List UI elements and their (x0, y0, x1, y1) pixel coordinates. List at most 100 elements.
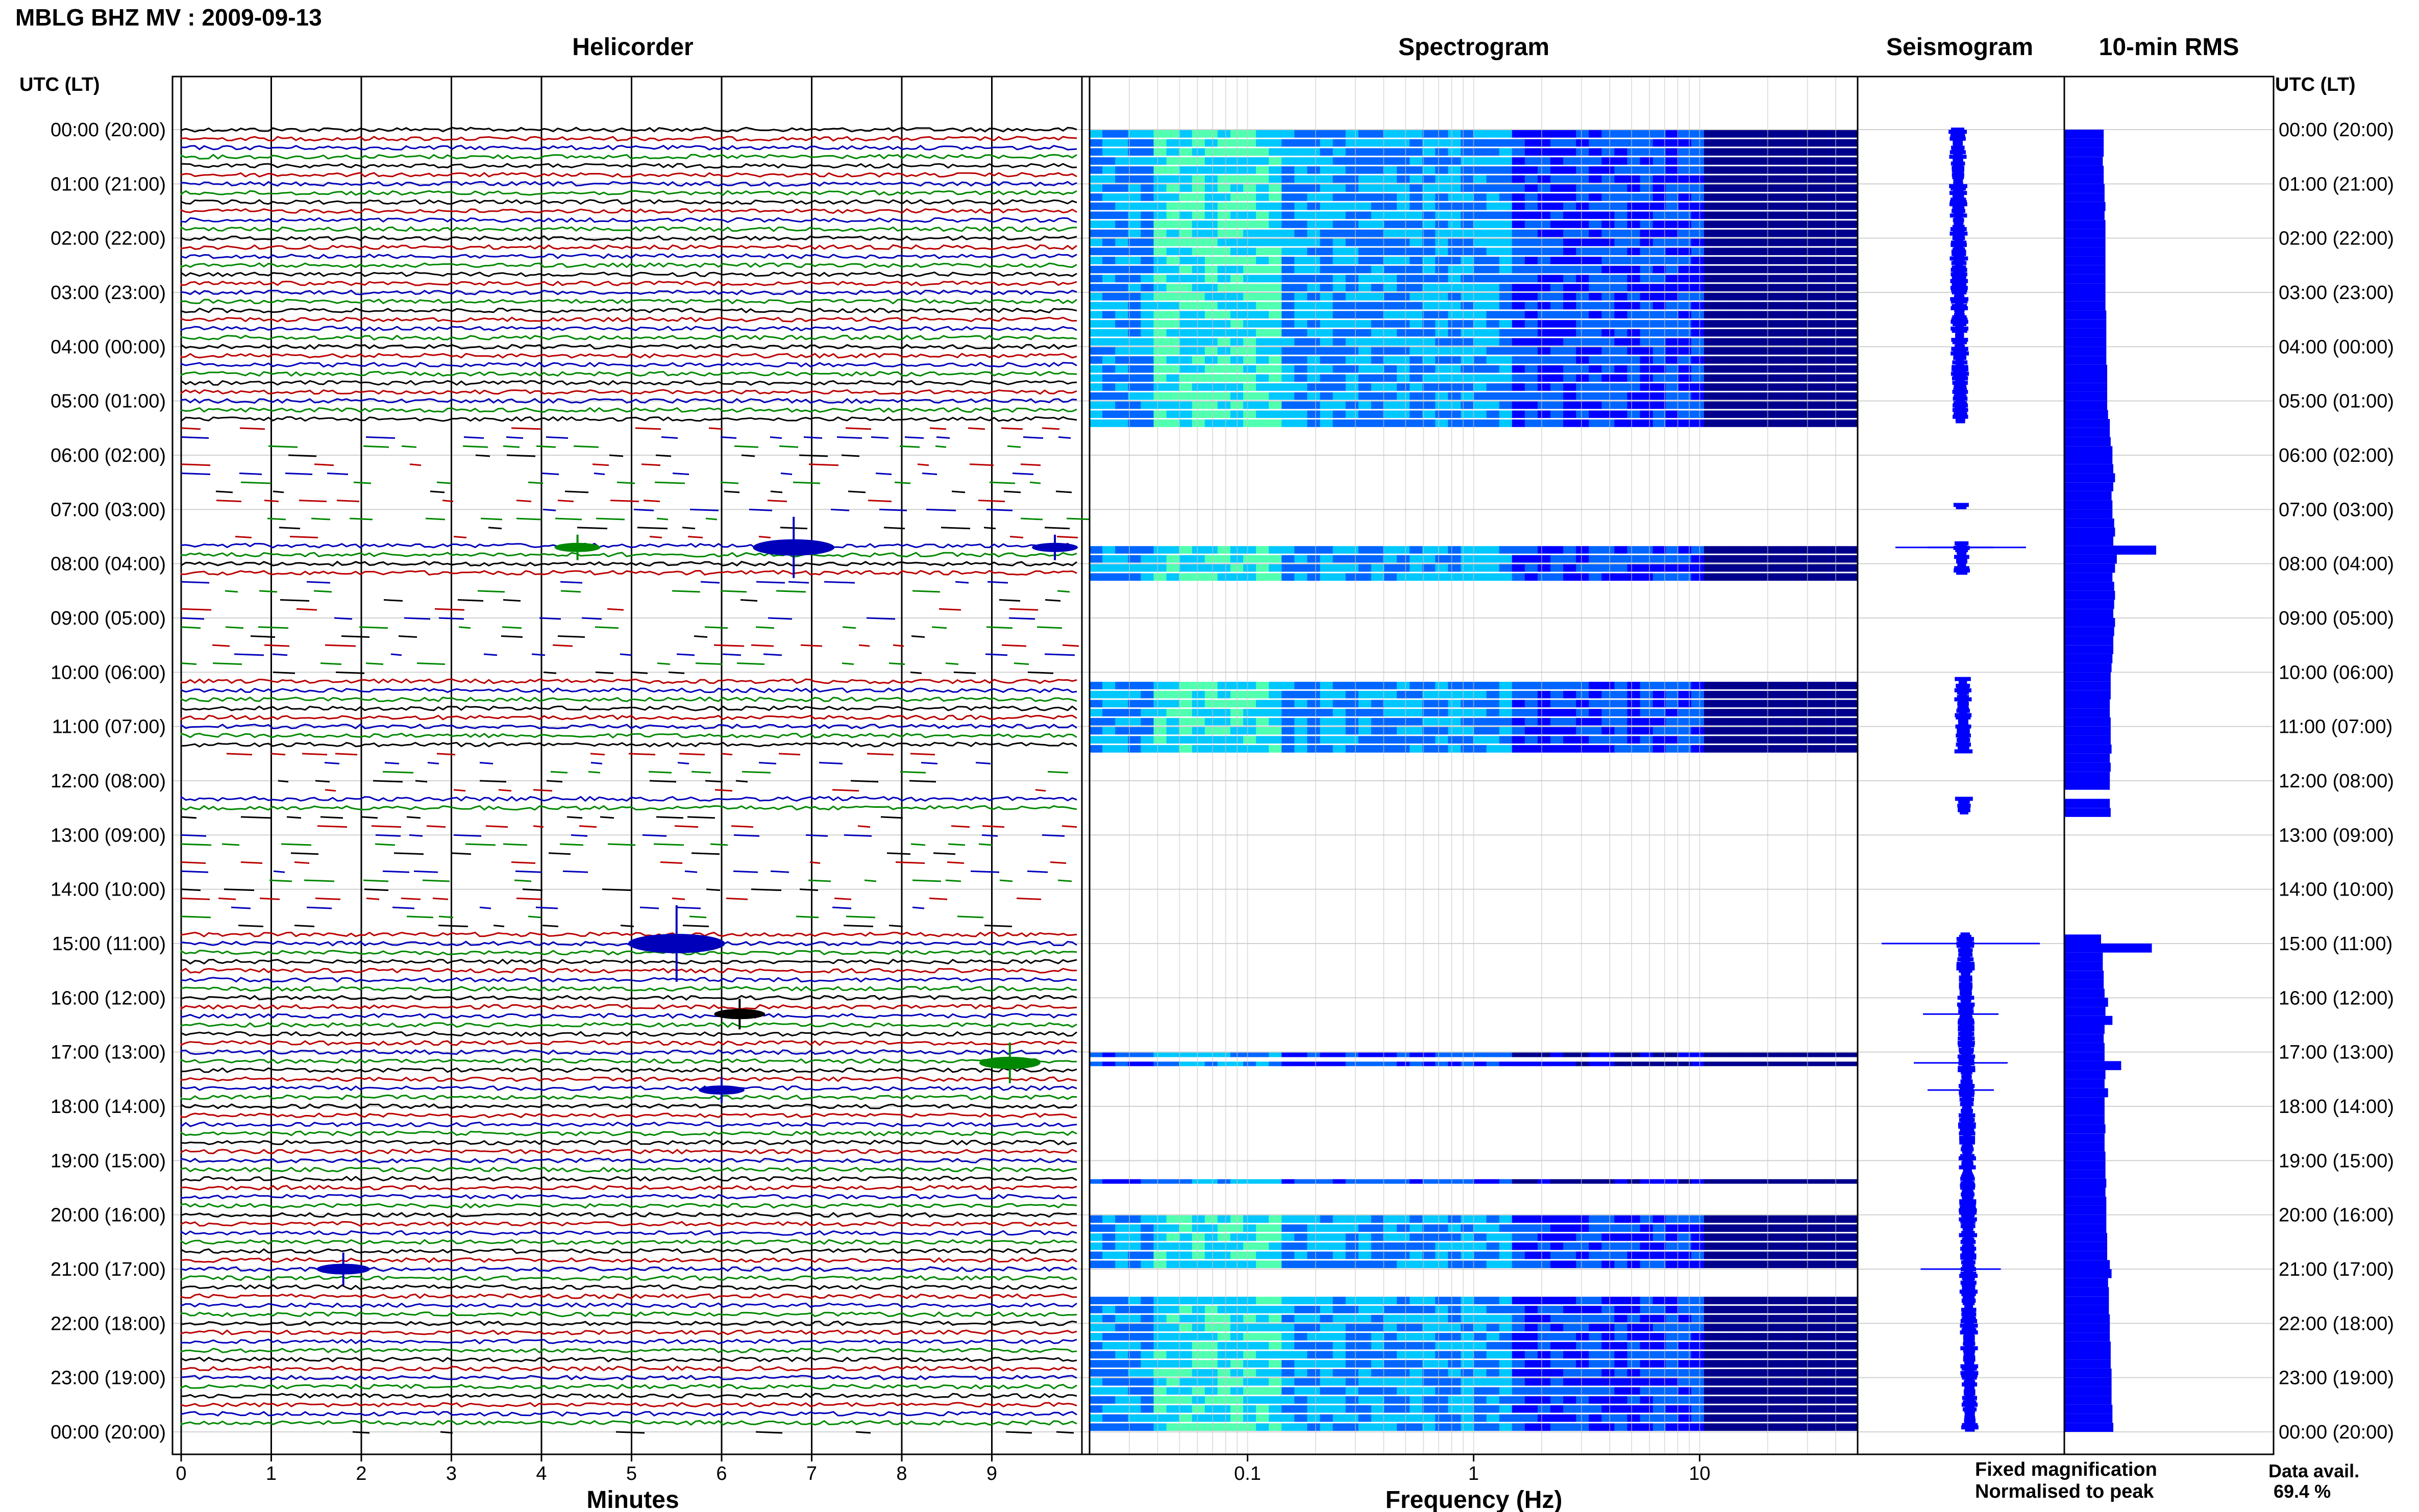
spectrogram-cell (1819, 365, 1833, 373)
spectrogram-cell (1179, 1315, 1193, 1323)
spectrogram-cell (1204, 275, 1218, 283)
spectrogram-cell (1524, 1224, 1538, 1232)
spectrogram-cell (1537, 690, 1551, 699)
spectrogram-cell (1550, 1387, 1564, 1395)
spectrogram-cell (1153, 727, 1167, 735)
spectrogram-cell (1486, 1378, 1500, 1386)
spectrogram-cell (1269, 736, 1282, 744)
spectrogram-cell (1704, 1324, 1717, 1331)
spectrogram-cell (1717, 727, 1730, 735)
spectrogram-cell (1512, 1242, 1525, 1250)
spectrogram-cell (1832, 1297, 1845, 1304)
spectrogram-cell (1256, 555, 1269, 563)
spectrogram-cell (1217, 419, 1231, 427)
spectrogram-cell (1537, 302, 1551, 310)
spectrogram-cell (1422, 1333, 1436, 1341)
spectrogram-cell (1102, 1179, 1116, 1184)
spectrogram-cell (1742, 139, 1756, 147)
spectrogram-cell (1550, 410, 1564, 418)
spectrogram-cell (1550, 1260, 1564, 1268)
spectrogram-cell (1179, 184, 1193, 192)
spectrogram-cell (1358, 284, 1372, 291)
spectrogram-cell (1090, 546, 1103, 554)
spectrogram-cell (1499, 1333, 1513, 1341)
spectrogram-cell (1832, 284, 1845, 291)
spectrogram-cell (1601, 546, 1615, 554)
spectrogram-cell (1652, 284, 1666, 291)
spectrogram-cell (1717, 302, 1730, 310)
spectrogram-cell (1486, 1405, 1500, 1413)
spectrogram-cell (1422, 356, 1436, 364)
spectrogram-cell (1141, 329, 1154, 337)
spectrogram-cell (1627, 555, 1641, 563)
spectrogram-cell (1153, 247, 1167, 256)
spectrogram-cell (1550, 1233, 1564, 1241)
spectrogram-cell (1332, 320, 1346, 328)
spectrogram-cell (1281, 275, 1295, 283)
spectrogram-cell (1179, 1324, 1193, 1331)
spectrogram-cell (1269, 1369, 1282, 1377)
spectrogram-cell (1576, 238, 1590, 246)
rms-bar (2064, 1025, 2105, 1034)
spectrogram-cell (1217, 1351, 1231, 1359)
spectrogram-cell (1576, 1333, 1590, 1341)
spectrogram-cell (1486, 1351, 1500, 1359)
spectrogram-cell (1345, 1324, 1359, 1331)
spectrogram-cell (1345, 211, 1359, 219)
utc-time-label: 00:00 (20:00) (2279, 119, 2394, 141)
spectrogram-cell (1281, 727, 1295, 735)
spectrogram-cell (1128, 383, 1142, 391)
spectrogram-cell (1192, 320, 1205, 328)
spectrogram-cell (1090, 1378, 1103, 1386)
spectrogram-cell (1294, 1260, 1308, 1268)
spectrogram-cell (1652, 1251, 1666, 1259)
spectrogram-cell (1717, 1052, 1730, 1057)
spectrogram-cell (1499, 193, 1513, 201)
spectrogram-cell (1410, 329, 1423, 337)
spectrogram-cell (1358, 682, 1372, 689)
spectrogram-cell (1448, 727, 1462, 735)
spectrogram-cell (1781, 690, 1794, 699)
spectrogram-cell (1461, 401, 1474, 409)
spectrogram-cell (1652, 365, 1666, 373)
spectrogram-cell (1320, 275, 1334, 283)
spectrogram-cell (1473, 329, 1487, 337)
spectrogram-cell (1781, 311, 1794, 319)
spectrogram-cell (1717, 1061, 1730, 1067)
spectrogram-cell (1256, 175, 1269, 183)
spectrogram-cell (1806, 238, 1820, 246)
spectrogram-cell (1524, 383, 1538, 391)
spectrogram-cell (1179, 1052, 1193, 1057)
spectrogram-cell (1755, 148, 1769, 156)
spectrogram-cell (1806, 1242, 1820, 1250)
spectrogram-cell (1665, 329, 1679, 337)
spectrogram-cell (1281, 564, 1295, 572)
spectrogram-cell (1435, 220, 1449, 228)
spectrogram-cell (1102, 275, 1116, 283)
spectrogram-cell (1652, 573, 1666, 581)
spectrogram-cell (1256, 193, 1269, 201)
utc-time-label: 15:00 (11:00) (2279, 933, 2392, 955)
spectrogram-cell (1307, 690, 1321, 699)
spectrogram-cell (1269, 1315, 1282, 1323)
spectrogram-cell (1371, 745, 1385, 753)
spectrogram-cell (1793, 1233, 1807, 1241)
spectrogram-cell (1461, 1378, 1474, 1386)
spectrogram-cell (1090, 338, 1103, 346)
spectrogram-cell (1524, 1342, 1538, 1350)
spectrogram-cell (1576, 690, 1590, 699)
spectrogram-cell (1358, 166, 1372, 174)
spectrogram-cell (1448, 211, 1462, 219)
spectrogram-cell (1652, 157, 1666, 165)
spectrogram-cell (1832, 573, 1845, 581)
rms-bar (2064, 130, 2104, 139)
spectrogram-cell (1755, 1423, 1769, 1431)
spectrogram-cell (1102, 1305, 1116, 1313)
spectrogram-cell (1755, 745, 1769, 753)
spectrogram-cell (1422, 1061, 1436, 1067)
spectrogram-cell (1307, 320, 1321, 328)
spectrogram-cell (1090, 401, 1103, 409)
spectrogram-cell (1397, 1179, 1410, 1184)
spectrogram-cell (1384, 365, 1397, 373)
spectrogram-cell (1243, 1423, 1256, 1431)
